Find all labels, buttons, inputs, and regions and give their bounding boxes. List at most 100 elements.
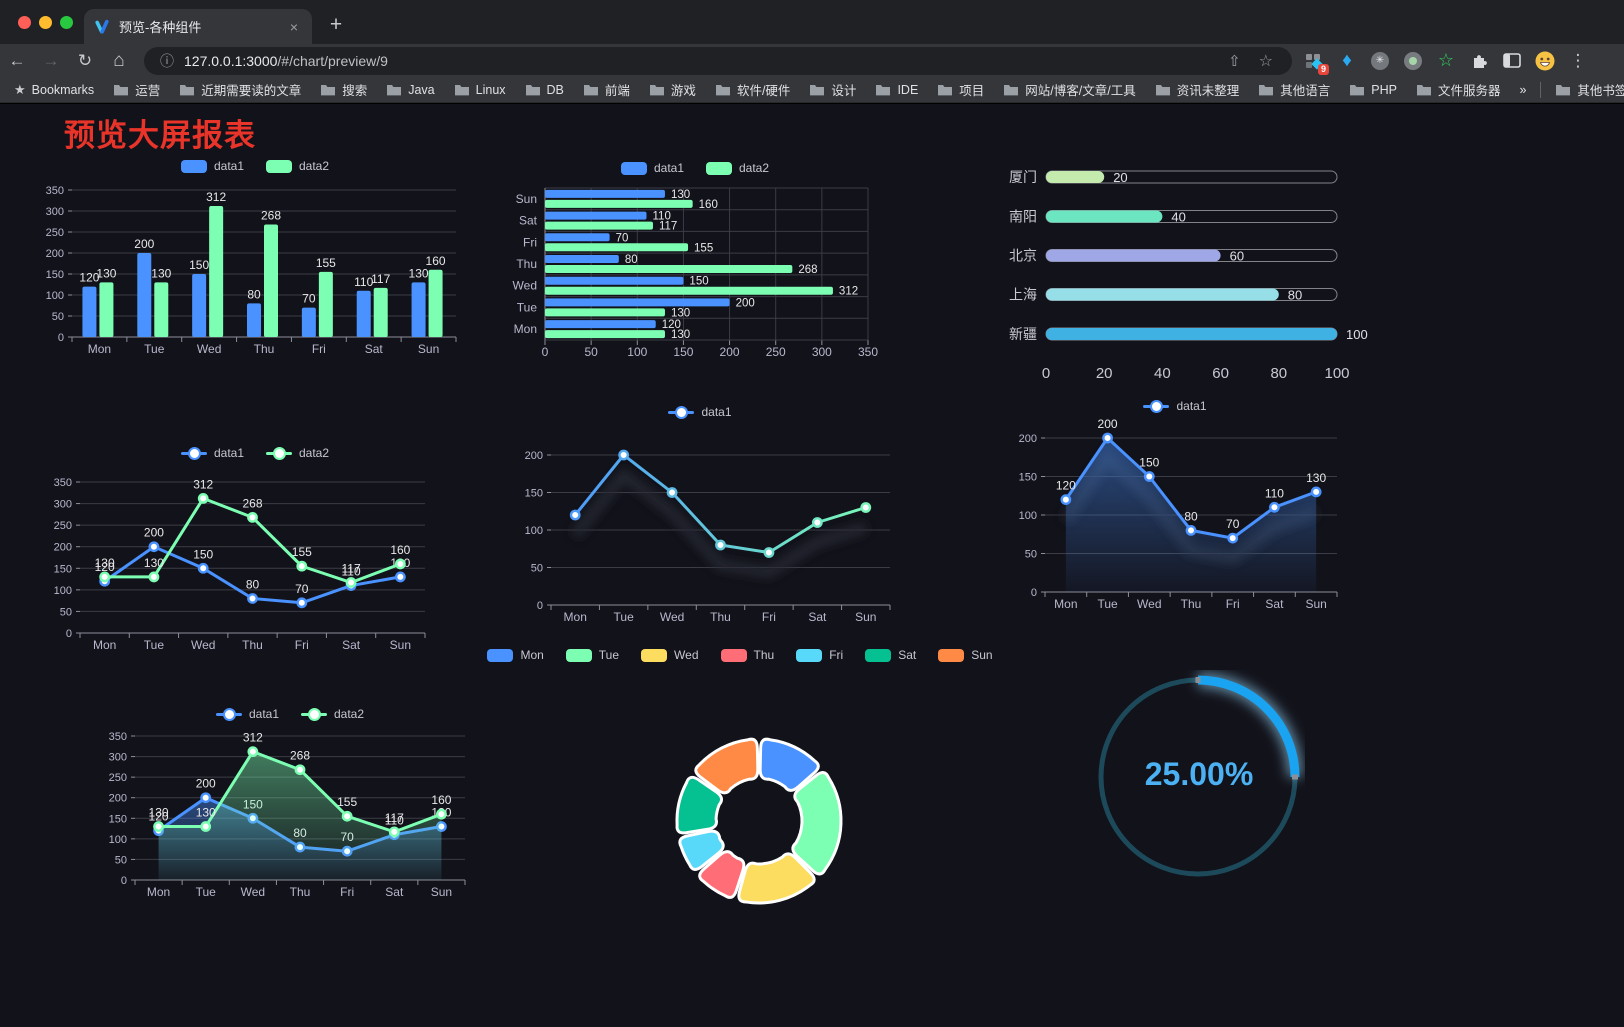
legend-item[interactable]: data2 <box>706 161 769 175</box>
pie-slice-Tue[interactable] <box>791 771 843 876</box>
bar-data1-Mon[interactable] <box>82 286 97 337</box>
legend-item[interactable]: data2 <box>301 707 364 721</box>
pie-slice-Sat[interactable] <box>675 775 724 835</box>
point-data2-Tue[interactable] <box>148 571 160 583</box>
point-data1-Sat[interactable] <box>811 517 823 528</box>
profile-avatar[interactable] <box>1535 51 1555 71</box>
point-data1-Fri[interactable] <box>763 547 775 558</box>
point-data1-Mon[interactable] <box>1060 494 1072 506</box>
point-data2-Wed[interactable] <box>197 492 209 504</box>
point-data1-Wed[interactable] <box>666 487 678 498</box>
bookmark-folder[interactable]: Java <box>386 83 435 97</box>
hbar-data1-Mon[interactable] <box>545 320 656 329</box>
bar-data2-Mon[interactable] <box>99 282 114 337</box>
hbar-data2-Sat[interactable] <box>545 221 653 230</box>
point-data2-Tue[interactable] <box>200 821 212 832</box>
minimize-window-button[interactable] <box>39 16 52 29</box>
back-icon[interactable]: ← <box>8 50 26 70</box>
point-data2-Sun[interactable] <box>436 808 447 820</box>
hbar-data2-Wed[interactable] <box>545 286 833 295</box>
bar-data1-Fri[interactable] <box>301 307 316 337</box>
bookmark-folder[interactable]: DB <box>525 83 564 97</box>
recorder-extension-icon[interactable] <box>1403 51 1423 71</box>
legend-item[interactable]: Fri <box>796 648 843 662</box>
hbar-data2-Fri[interactable] <box>545 243 689 252</box>
pie-slice-Fri[interactable] <box>678 829 725 871</box>
capsule-厦门[interactable] <box>1046 171 1105 183</box>
bookmarks-root-item[interactable]: ★ Bookmarks <box>14 82 94 98</box>
point-data1-Fri[interactable] <box>1227 532 1239 544</box>
bar-data2-Thu[interactable] <box>264 224 278 337</box>
bar-data2-Tue[interactable] <box>154 282 169 337</box>
extensions-puzzle-icon[interactable] <box>1469 51 1489 71</box>
bookmark-folder[interactable]: 网站/博客/文章/工具 <box>1003 80 1136 99</box>
bookmark-folder[interactable]: Linux <box>454 83 506 97</box>
bookmark-folder[interactable]: 软件/硬件 <box>715 80 790 99</box>
bar-data2-Sun[interactable] <box>428 269 443 337</box>
point-data2-Thu[interactable] <box>294 764 306 776</box>
bar-data1-Wed[interactable] <box>192 274 207 337</box>
legend-item[interactable]: data2 <box>266 446 329 460</box>
legend-item[interactable]: Sun <box>938 648 993 662</box>
hbar-data1-Fri[interactable] <box>545 233 610 242</box>
hbar-data2-Thu[interactable] <box>545 265 793 273</box>
gem-extension-icon[interactable]: ♦ <box>1342 49 1352 71</box>
new-tab-button[interactable]: + <box>329 13 343 36</box>
capsule-新疆[interactable] <box>1046 328 1337 340</box>
point-data1-Sun[interactable] <box>1310 486 1322 498</box>
point-data1-Tue[interactable] <box>200 792 212 804</box>
point-data2-Sun[interactable] <box>394 558 406 570</box>
home-icon[interactable]: ⌂ <box>113 49 125 71</box>
point-data2-Wed[interactable] <box>247 746 259 758</box>
bookmark-folder[interactable]: 项目 <box>937 80 984 99</box>
pie-slice-Thu[interactable] <box>698 850 746 899</box>
legend-item[interactable]: Wed <box>641 648 699 662</box>
tampermonkey-extension-icon[interactable]: 9 <box>1304 51 1329 75</box>
bookmark-star-icon[interactable]: ☆ <box>1258 52 1273 70</box>
bookmark-folder[interactable]: 前端 <box>583 80 630 99</box>
bookmark-folder[interactable]: 运营 <box>113 80 160 99</box>
hbar-data2-Tue[interactable] <box>545 308 665 317</box>
bookmark-folder[interactable]: 文件服务器 <box>1416 80 1500 99</box>
maximize-window-button[interactable] <box>60 16 73 29</box>
point-data1-Sat[interactable] <box>1269 501 1280 513</box>
point-data1-Tue[interactable] <box>618 449 630 461</box>
hbar-data2-Sun[interactable] <box>545 199 693 208</box>
bar-data1-Sat[interactable] <box>356 290 371 337</box>
share-icon[interactable]: ⇧ <box>1228 52 1241 70</box>
legend-item[interactable]: data1 <box>215 707 279 721</box>
bookmarks-overflow-chevron[interactable]: » <box>1519 82 1527 97</box>
tab-close-icon[interactable]: × <box>289 18 298 35</box>
hbar-data1-Sun[interactable] <box>545 189 665 198</box>
bar-data1-Thu[interactable] <box>247 303 261 337</box>
legend-item[interactable]: Thu <box>720 648 774 662</box>
point-data1-Thu[interactable] <box>1185 524 1197 536</box>
legend-item[interactable]: data1 <box>668 405 732 419</box>
bookmark-folder[interactable]: 设计 <box>809 80 856 99</box>
capsule-南阳[interactable] <box>1046 210 1163 223</box>
legend-item[interactable]: data1 <box>620 161 684 175</box>
point-data2-Mon[interactable] <box>153 821 164 832</box>
pie-slice-Sun[interactable] <box>694 737 760 795</box>
forward-icon[interactable]: → <box>42 50 60 70</box>
browser-menu-icon[interactable]: ⋮ <box>1569 50 1587 70</box>
point-data2-Fri[interactable] <box>341 810 353 822</box>
bookmark-folder[interactable]: PHP <box>1349 83 1397 97</box>
bookmark-folder[interactable]: 近期需要读的文章 <box>179 80 301 99</box>
bar-data1-Sun[interactable] <box>411 282 426 337</box>
point-data2-Sat[interactable] <box>388 826 400 838</box>
bookmark-folder[interactable]: 游戏 <box>649 80 696 99</box>
bookmark-folder[interactable]: 资讯未整理 <box>1155 80 1239 99</box>
hbar-data1-Thu[interactable] <box>545 255 619 263</box>
point-data2-Sat[interactable] <box>345 577 357 588</box>
point-data1-Wed[interactable] <box>197 562 209 574</box>
bar-data2-Sat[interactable] <box>373 287 388 337</box>
point-data1-Sun[interactable] <box>860 502 872 513</box>
legend-item[interactable]: data1 <box>180 159 244 173</box>
point-data1-Fri[interactable] <box>296 597 308 609</box>
bookmark-folder[interactable]: 搜索 <box>320 80 367 99</box>
point-data1-Sun[interactable] <box>394 571 406 583</box>
legend-item[interactable]: Sat <box>865 648 916 662</box>
hbar-data1-Tue[interactable] <box>545 298 730 307</box>
point-data1-Thu[interactable] <box>247 593 258 604</box>
